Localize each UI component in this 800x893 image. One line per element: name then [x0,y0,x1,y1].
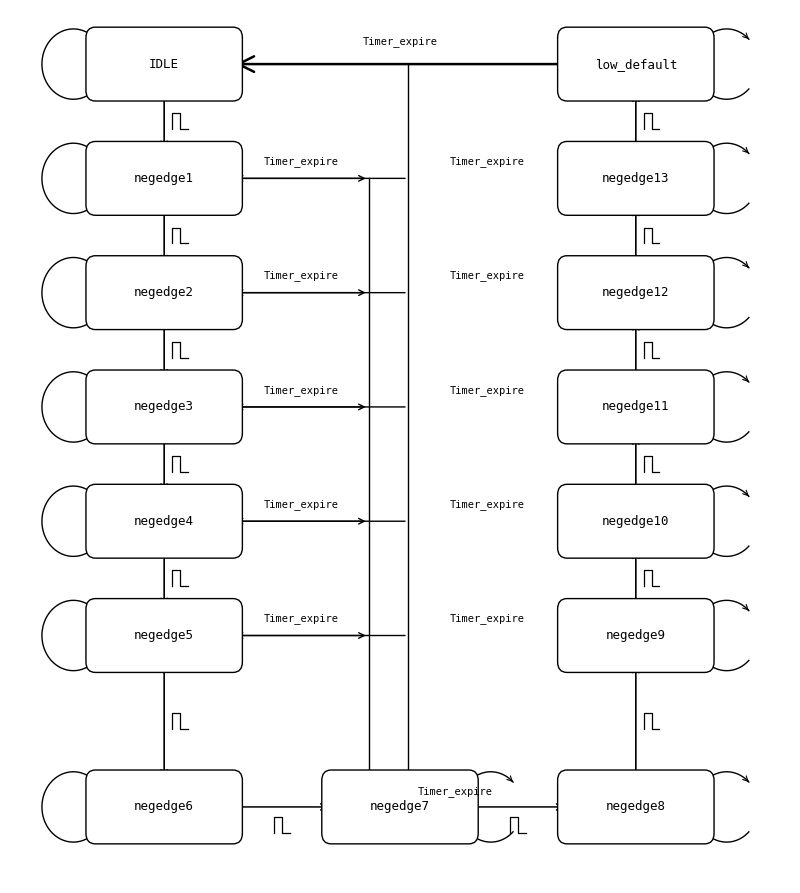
Text: Timer_expire: Timer_expire [263,156,338,167]
FancyBboxPatch shape [558,370,714,444]
Text: Timer_expire: Timer_expire [263,385,338,396]
FancyBboxPatch shape [558,598,714,672]
Text: negedge3: negedge3 [134,400,194,413]
FancyBboxPatch shape [558,484,714,558]
Text: negedge1: negedge1 [134,171,194,185]
Text: negedge6: negedge6 [134,800,194,814]
Text: Timer_expire: Timer_expire [450,156,525,167]
Text: Timer_expire: Timer_expire [450,271,525,281]
Text: Timer_expire: Timer_expire [450,385,525,396]
FancyBboxPatch shape [86,255,242,330]
FancyBboxPatch shape [86,770,242,844]
Text: negedge2: negedge2 [134,286,194,299]
Text: negedge12: negedge12 [602,286,670,299]
Text: negedge7: negedge7 [370,800,430,814]
Text: Timer_expire: Timer_expire [418,786,492,797]
FancyBboxPatch shape [86,141,242,215]
Text: negedge8: negedge8 [606,800,666,814]
FancyBboxPatch shape [558,27,714,101]
Text: negedge4: negedge4 [134,514,194,528]
Text: Timer_expire: Timer_expire [450,613,525,624]
Text: Timer_expire: Timer_expire [263,499,338,510]
Text: low_default: low_default [594,57,677,71]
Text: IDLE: IDLE [149,57,179,71]
Text: negedge10: negedge10 [602,514,670,528]
Text: negedge5: negedge5 [134,629,194,642]
Text: Timer_expire: Timer_expire [362,36,438,46]
Text: negedge11: negedge11 [602,400,670,413]
Text: negedge9: negedge9 [606,629,666,642]
Text: Timer_expire: Timer_expire [450,499,525,510]
FancyBboxPatch shape [86,598,242,672]
Text: negedge13: negedge13 [602,171,670,185]
FancyBboxPatch shape [322,770,478,844]
FancyBboxPatch shape [558,141,714,215]
FancyBboxPatch shape [558,770,714,844]
FancyBboxPatch shape [86,484,242,558]
FancyBboxPatch shape [86,27,242,101]
FancyBboxPatch shape [86,370,242,444]
Text: Timer_expire: Timer_expire [263,613,338,624]
FancyBboxPatch shape [558,255,714,330]
Text: Timer_expire: Timer_expire [263,271,338,281]
